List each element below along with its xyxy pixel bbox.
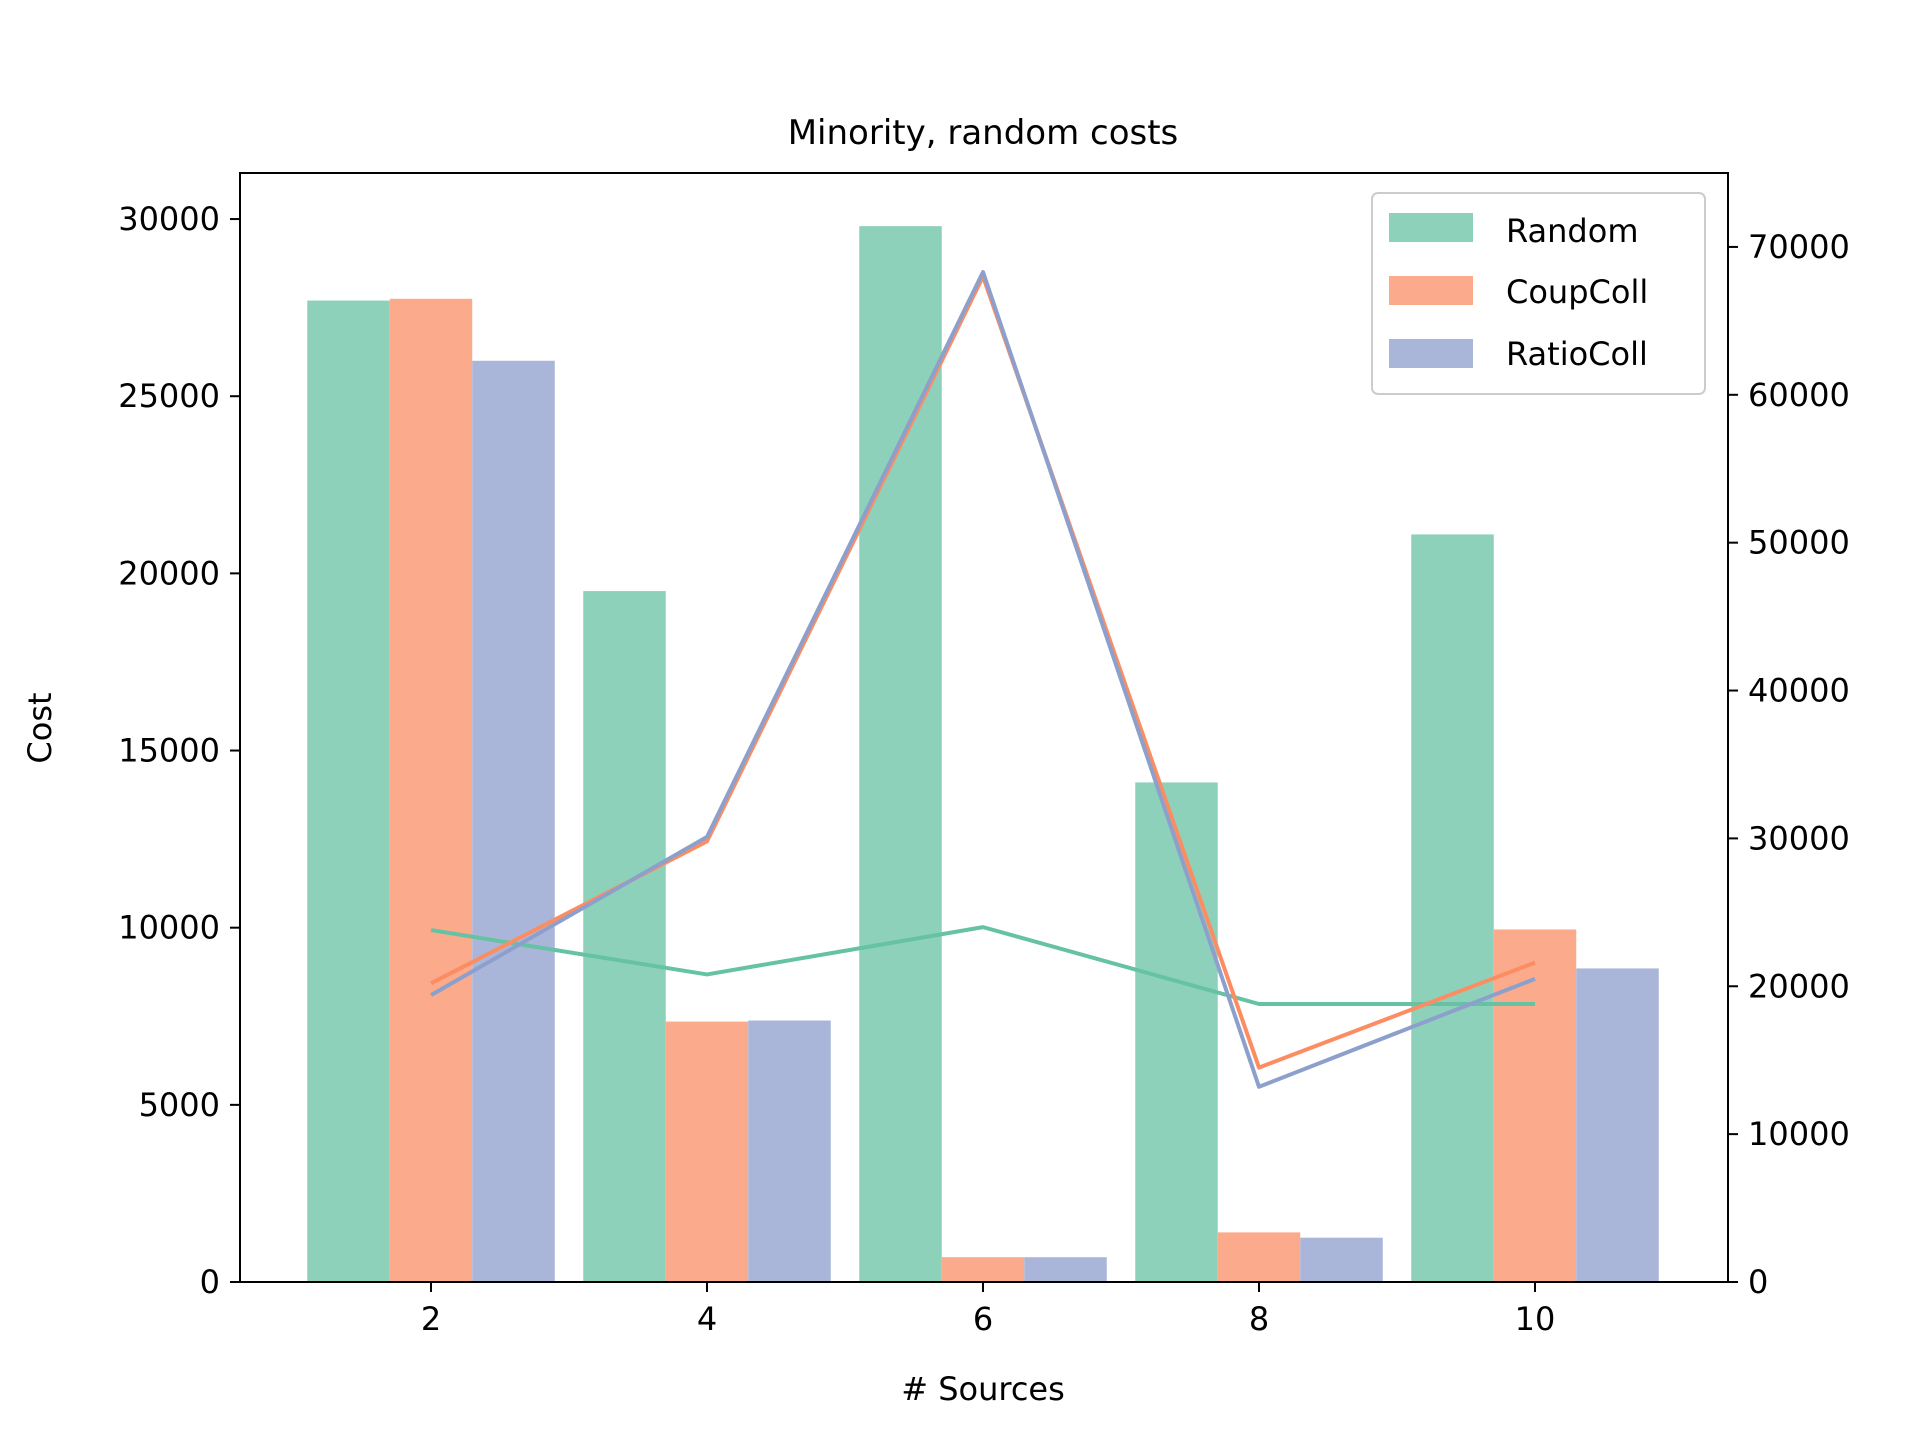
y-tick-label-5000: 5000 [139,1086,220,1124]
y2-tick-label-70000: 70000 [1748,228,1850,266]
bar-coupcoll-8 [1217,1232,1301,1282]
bar-ratiocoll-10 [1576,968,1659,1282]
bar-ratiocoll-4 [748,1020,831,1282]
y-tick-label-20000: 20000 [118,554,220,592]
bar-ratiocoll-2 [472,360,555,1282]
y-axis-label: Cost [21,692,59,763]
y-tick-label-10000: 10000 [118,909,220,947]
bar-ratiocoll-8 [1300,1237,1383,1282]
bar-coupcoll-6 [941,1257,1025,1282]
x-tick-label-2: 2 [421,1300,441,1338]
y2-tick-label-60000: 60000 [1748,376,1850,414]
bars-layer [307,226,1659,1283]
y-tick-label-25000: 25000 [118,377,220,415]
bar-random-2 [307,300,390,1282]
x-tick-label-6: 6 [973,1300,993,1338]
legend-label-random: Random [1506,212,1638,250]
axes-layer: 2 4 6 8 10 0 5000 10000 15000 20000 25000 30000 0 100… [118,200,1850,1338]
y2-tick-label-30000: 30000 [1748,819,1850,857]
y2-tick-label-20000: 20000 [1748,967,1850,1005]
bar-coupcoll-2 [389,298,473,1283]
bar-random-6 [859,226,942,1282]
x-axis-label: # Sources [901,1370,1065,1408]
bar-ratiocoll-6 [1024,1257,1107,1282]
y2-tick-label-50000: 50000 [1748,524,1850,562]
legend-swatch-ratiocoll [1389,339,1473,368]
bar-random-8 [1135,782,1218,1282]
line-ratiocoll [430,270,1536,1089]
legend-swatch-coupcoll [1389,276,1473,305]
bar-random-10 [1411,534,1494,1282]
legend: Random CoupColl RatioColl [1371,192,1706,395]
legend-label-coupcoll: CoupColl [1506,273,1648,311]
legend-swatch-random [1389,213,1473,242]
lines-layer [430,270,1536,1089]
y2-tick-label-40000: 40000 [1748,672,1850,710]
y-tick-label-30000: 30000 [118,200,220,238]
y-tick-label-15000: 15000 [118,732,220,770]
bar-coupcoll-10 [1493,929,1577,1282]
x-tick-label-4: 4 [697,1300,717,1338]
line-random [430,925,1535,1007]
bar-random-4 [583,591,666,1282]
legend-label-ratiocoll: RatioColl [1506,335,1648,373]
y2-tick-label-10000: 10000 [1748,1115,1850,1153]
y2-tick-label-0: 0 [1748,1263,1768,1301]
x-tick-label-8: 8 [1249,1300,1269,1338]
x-tick-label-10: 10 [1515,1300,1556,1338]
y-tick-label-0: 0 [200,1263,220,1301]
chart-title: Minority, random costs [788,113,1179,153]
bar-coupcoll-4 [665,1021,749,1282]
